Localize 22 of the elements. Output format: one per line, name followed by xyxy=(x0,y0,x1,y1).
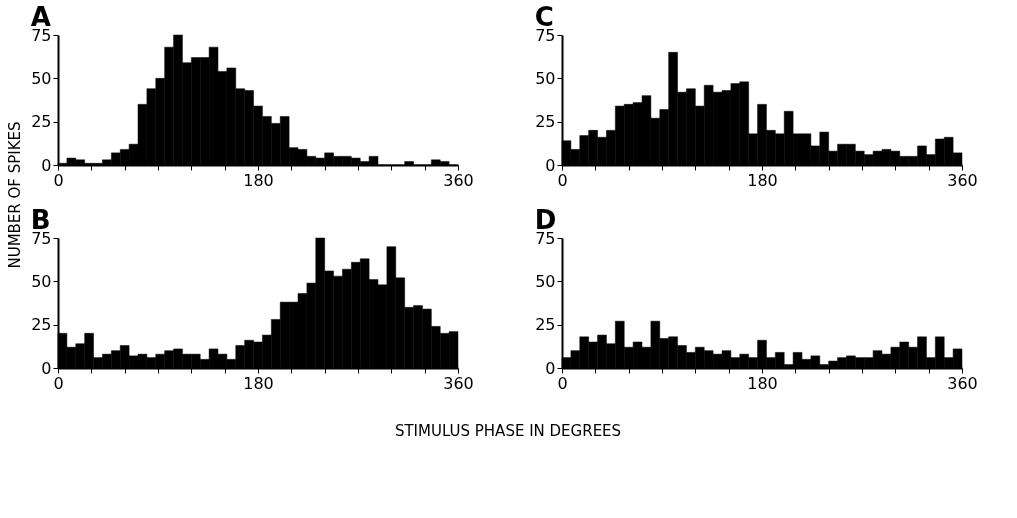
x-tick-label: 360 xyxy=(947,373,978,393)
y-tick-label: 25 xyxy=(31,112,52,132)
x-tick-label: 180 xyxy=(747,373,778,393)
y-tick-label: 50 xyxy=(535,68,556,88)
y-tick-label: 0 xyxy=(41,358,52,378)
x-tick-label: 360 xyxy=(443,373,474,393)
y-tick-label: 25 xyxy=(31,315,52,335)
y-tick-label: 25 xyxy=(535,315,556,335)
y-tick-label: 0 xyxy=(545,155,556,175)
y-tick-label: 50 xyxy=(31,271,52,291)
text: STIMULUS PHASE IN DEGREES xyxy=(394,422,622,440)
y-tick-label: 0 xyxy=(41,155,52,175)
text: NUMBER OF SPIKES xyxy=(6,121,24,269)
y-tick-label: 50 xyxy=(535,271,556,291)
y-tick-label: 0 xyxy=(545,358,556,378)
x-tick-label: 360 xyxy=(947,170,978,190)
x-tick-label: 180 xyxy=(243,170,274,190)
y-tick-label: 50 xyxy=(31,68,52,88)
y-tick-label: 25 xyxy=(535,112,556,132)
x-tick-label: 360 xyxy=(443,170,474,190)
x-tick-label: 180 xyxy=(747,170,778,190)
x-tick-label: 180 xyxy=(243,373,274,393)
